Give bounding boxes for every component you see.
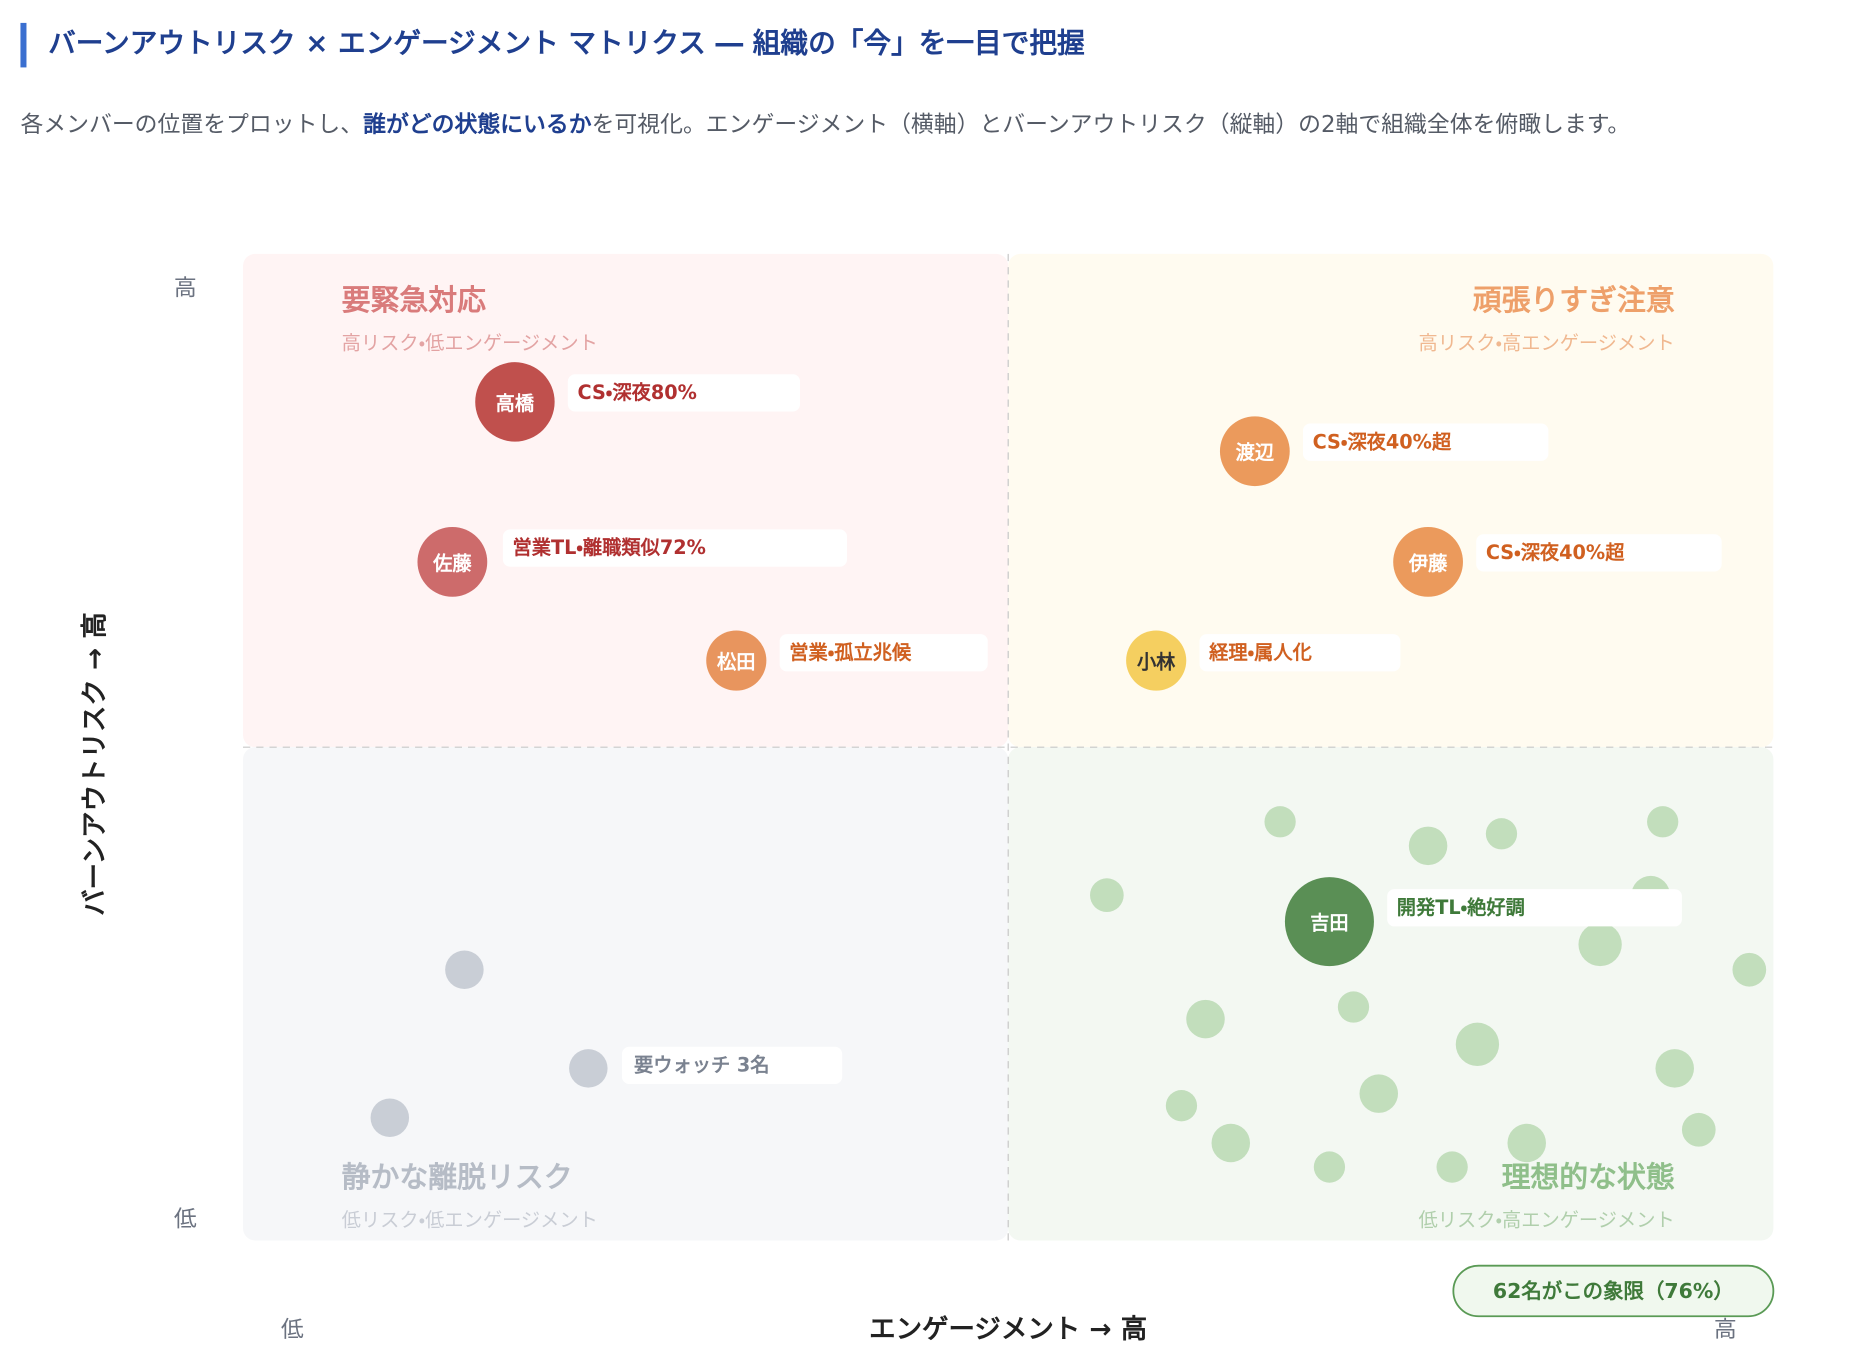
person-node [475, 362, 555, 442]
background-dot [1455, 1022, 1500, 1066]
page-subtitle: 各メンバーの位置をプロットし、誰がどの状態にいるかを可視化。エンゲージメント（横… [20, 111, 1630, 138]
note-box [567, 374, 801, 412]
quadrant-title: 静かな離脱リスク [342, 1160, 573, 1194]
note-box [1387, 889, 1682, 927]
page-title: バーンアウトリスク × エンゲージメント マトリクス ― 組織の「今」を一目で把… [48, 27, 1085, 60]
watch-dot [445, 950, 484, 989]
quadrant-subtitle: 低リスク・高エンゲージメント [1419, 1209, 1675, 1232]
note-box [779, 634, 988, 672]
quadrant-title: 理想的な状態 [1502, 1160, 1675, 1194]
x-low-label: 低 [281, 1317, 304, 1343]
background-dot [1408, 826, 1448, 866]
summary-badge [1452, 1264, 1775, 1318]
subtitle-text: を可視化。エンゲージメント（横軸）とバーンアウトリスク（縦軸）の2軸で組織全体を… [592, 112, 1631, 138]
quadrant-subtitle: 高リスク・高エンゲージメント [1419, 332, 1675, 355]
quadrant-bg [1008, 747, 1774, 1241]
watch-label: 要ウォッチ 3名 [634, 1053, 770, 1076]
quadrant-bg [1008, 253, 1774, 748]
person-name: 吉田 [1310, 912, 1348, 935]
y-axis-title: バーンアウトリスク → 高 [80, 612, 111, 916]
person-note: CS・深夜40%超 [1486, 541, 1625, 564]
person-name: 小林 [1137, 650, 1176, 673]
y-high-label: 高 [174, 275, 197, 301]
quadrant-subtitle: 高リスク・低エンゲージメント [342, 332, 598, 355]
background-dot [1647, 806, 1679, 838]
note-box [622, 1046, 843, 1085]
person-name: 佐藤 [432, 552, 472, 575]
matrix [243, 253, 1774, 1241]
subtitle-emphasis: 誰がどの状態にいるか [363, 111, 592, 138]
person-name: 渡辺 [1236, 441, 1275, 464]
person-note: CS・深夜40%超 [1313, 430, 1452, 453]
title-accent [20, 22, 27, 68]
person-note: 営業・孤立兆候 [789, 641, 912, 664]
background-dot [1211, 1123, 1251, 1163]
person-note: 開発TL・絶好調 [1397, 896, 1525, 919]
person-node [1393, 527, 1463, 597]
note-box [1199, 634, 1401, 672]
summary-badge-text: 62名がこの象限（76%） [1493, 1279, 1734, 1303]
person-name: 松田 [717, 650, 755, 673]
person-node [417, 527, 488, 597]
person-note: 営業TL・離職類似72% [513, 536, 706, 559]
background-dot [1507, 1123, 1546, 1163]
quadrant-bg [243, 747, 1009, 1241]
background-dot [1337, 991, 1370, 1023]
quadrant-subtitle: 低リスク・低エンゲージメント [342, 1209, 598, 1232]
note-box [502, 529, 847, 567]
person-node [706, 630, 767, 691]
background-dot [1186, 999, 1225, 1039]
person-node [1126, 630, 1187, 691]
x-high-label: 高 [1714, 1317, 1737, 1343]
person-name: 高橋 [496, 392, 535, 415]
background-dot [1165, 1090, 1198, 1122]
person-node [1284, 877, 1374, 967]
quadrant-title: 頑張りすぎ注意 [1473, 283, 1675, 317]
person-name: 伊藤 [1408, 552, 1448, 575]
background-dot [1578, 922, 1622, 967]
note-box [1302, 423, 1549, 461]
note-box [1476, 534, 1722, 572]
quadrant-bg [243, 253, 1009, 748]
subtitle-text: 各メンバーの位置をプロットし、 [20, 112, 363, 138]
background-dot [1313, 1151, 1346, 1183]
background-dot [1090, 878, 1124, 912]
background-dot [1681, 1112, 1716, 1147]
background-dot [1264, 806, 1296, 838]
person-note: 経理・属人化 [1208, 641, 1312, 664]
background-dot [1359, 1074, 1399, 1113]
quadrant-title: 要緊急対応 [342, 283, 486, 317]
person-note: CS・深夜80% [577, 381, 696, 404]
watch-dot [569, 1049, 608, 1088]
background-dot [1732, 952, 1767, 987]
watch-dot [370, 1098, 410, 1137]
background-dot [1436, 1151, 1468, 1183]
y-low-label: 低 [174, 1206, 197, 1232]
background-dot [1655, 1049, 1694, 1088]
background-dot [1485, 818, 1518, 850]
x-axis-title: エンゲージメント → 高 [869, 1314, 1147, 1345]
person-node [1219, 416, 1290, 487]
